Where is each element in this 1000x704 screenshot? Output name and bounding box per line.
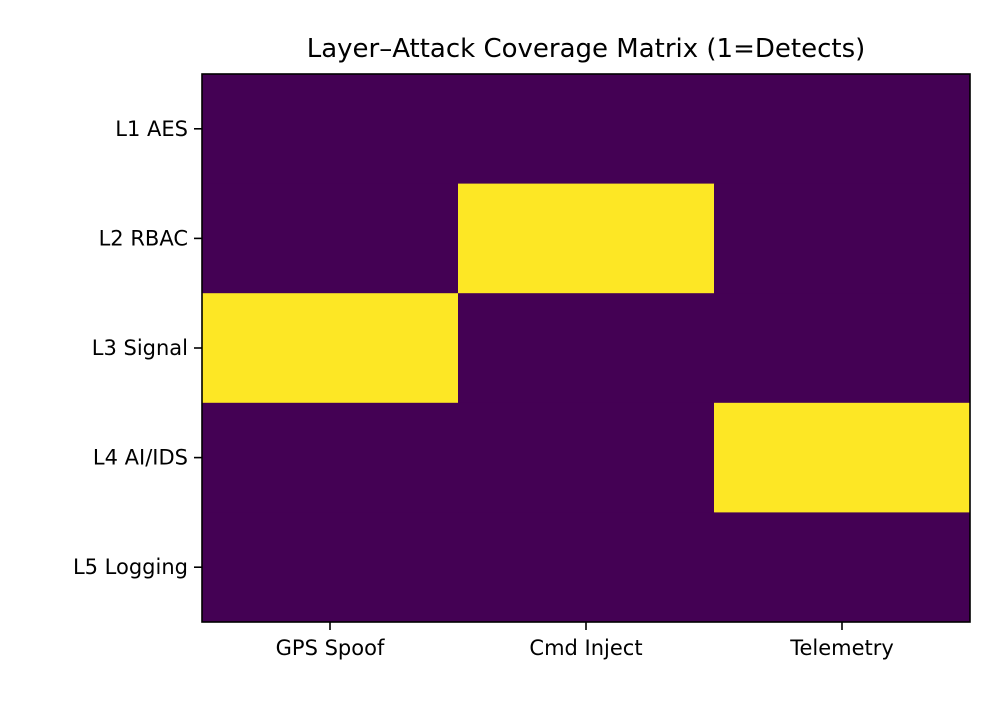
heatmap-cell — [202, 74, 459, 185]
heatmap-cell — [458, 183, 715, 294]
y-axis: L1 AES L2 RBAC L3 Signal L4 AI/IDS L5 Loggin… — [73, 117, 202, 579]
x-tick-label: Cmd Inject — [529, 636, 642, 660]
heatmap-cell — [714, 512, 971, 623]
heatmap-cell — [202, 183, 459, 294]
x-tick-label: GPS Spoof — [276, 636, 385, 660]
heatmap-cell — [202, 512, 459, 623]
heatmap-cell — [714, 183, 971, 294]
x-tick-label: Telemetry — [789, 636, 894, 660]
y-tick-label: L2 RBAC — [99, 226, 188, 250]
y-tick-label: L1 AES — [115, 117, 188, 141]
heatmap-cells — [202, 74, 971, 623]
heatmap-cell — [714, 293, 971, 404]
heatmap-cell — [202, 293, 459, 404]
heatmap-cell — [458, 512, 715, 623]
heatmap-cell — [202, 402, 459, 513]
y-tick-label: L3 Signal — [92, 336, 188, 360]
heatmap-cell — [458, 402, 715, 513]
y-tick-label: L5 Logging — [73, 555, 188, 579]
heatmap-cell — [714, 74, 971, 185]
chart-title: Layer–Attack Coverage Matrix (1=Detects) — [307, 34, 866, 64]
heatmap-cell — [458, 293, 715, 404]
heatmap-cell — [458, 74, 715, 185]
heatmap-cell — [714, 402, 971, 513]
y-tick-label: L4 AI/IDS — [93, 446, 188, 470]
x-axis: GPS Spoof Cmd Inject Telemetry — [276, 622, 894, 660]
